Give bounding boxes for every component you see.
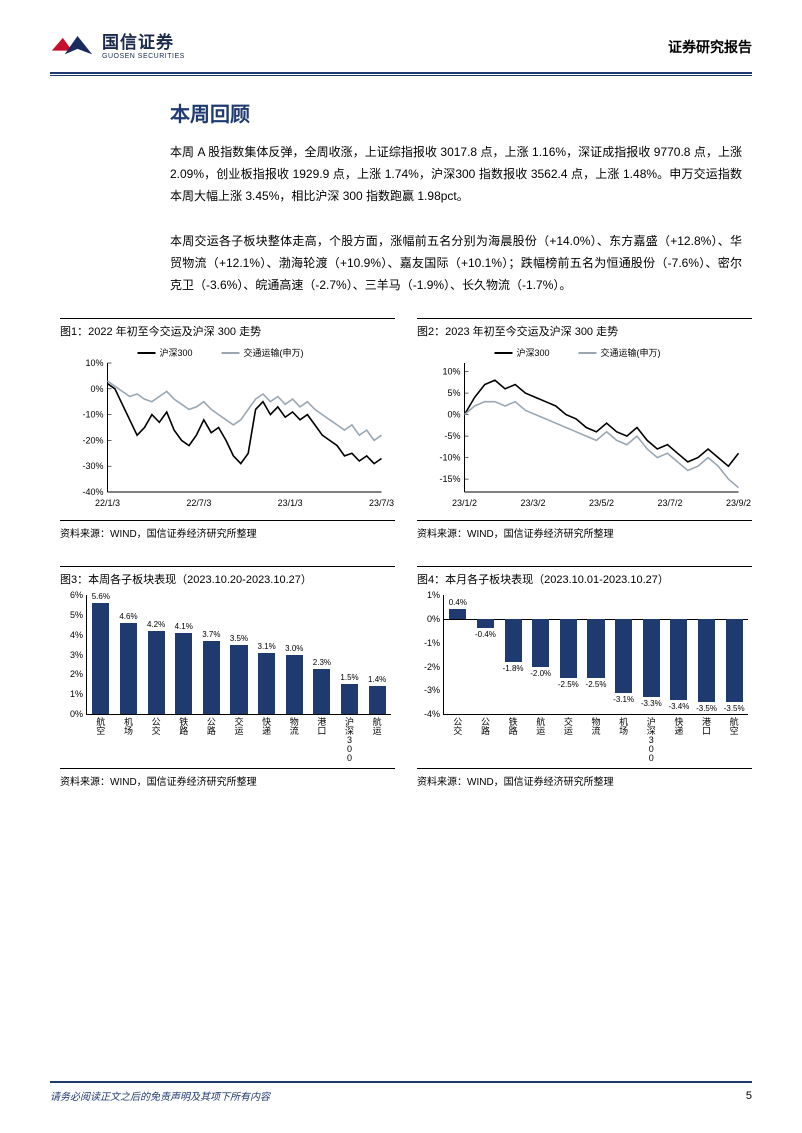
chart-2-plot: 沪深300 交通运输(申万) 10% 5% 0% -5% -10% -15% 23/1/2 23/… (417, 341, 752, 516)
section-title: 本周回顾 (170, 98, 742, 127)
page-number: 5 (746, 1090, 752, 1102)
svg-text:23/1/2: 23/1/2 (452, 498, 477, 508)
chart-1-plot: 沪深300 交通运输(申万) 10% 0% -10% -20% -30% -40%22/1/3… (60, 341, 395, 516)
svg-text:23/3/2: 23/3/2 (520, 498, 545, 508)
svg-text:-10%: -10% (439, 453, 460, 463)
svg-text:22/1/3: 22/1/3 (95, 498, 120, 508)
svg-text:5%: 5% (447, 388, 460, 398)
chart-4-caption: 图4：本月各子板块表现（2023.10.01-2023.10.27） (417, 566, 752, 587)
chart-4-source: 资料来源：WIND，国信证券经济研究所整理 (417, 768, 752, 788)
chart-4-plot: 1%0%-1%-2%-3%-4%0.4%公交-0.4%公路-1.8%铁路-2.0… (417, 589, 752, 764)
page-header: 国信证券 GUOSEN SECURITIES 证券研究报告 (0, 0, 802, 72)
svg-text:-15%: -15% (439, 474, 460, 484)
chart-3-source: 资料来源：WIND，国信证券经济研究所整理 (60, 768, 395, 788)
chart-2-caption: 图2：2023 年初至今交运及沪深 300 走势 (417, 318, 752, 339)
chart-3: 图3：本周各子板块表现（2023.10.20-2023.10.27） 6%5%4… (60, 566, 395, 788)
svg-text:-20%: -20% (82, 436, 103, 446)
svg-text:23/1/3: 23/1/3 (278, 498, 303, 508)
footer-disclaimer: 请务必阅读正文之后的免责声明及其项下所有内容 (50, 1088, 270, 1103)
svg-text:23/9/2: 23/9/2 (726, 498, 751, 508)
body-content: 本周回顾 本周 A 股指数集体反弹，全周收涨，上证综指报收 3017.8 点，上… (0, 76, 802, 296)
svg-text:0%: 0% (447, 410, 460, 420)
svg-text:10%: 10% (442, 367, 460, 377)
brand-name-cn: 国信证券 (102, 34, 185, 51)
svg-text:-40%: -40% (82, 487, 103, 497)
report-type-label: 证券研究报告 (668, 37, 752, 57)
chart-4: 图4：本月各子板块表现（2023.10.01-2023.10.27） 1%0%-… (417, 566, 752, 788)
svg-text:沪深300: 沪深300 (160, 347, 193, 358)
svg-text:10%: 10% (85, 358, 103, 368)
svg-text:交通运输(申万): 交通运输(申万) (601, 347, 661, 358)
brand-name-en: GUOSEN SECURITIES (102, 53, 185, 60)
chart-1-source: 资料来源：WIND，国信证券经济研究所整理 (60, 520, 395, 540)
svg-text:-10%: -10% (82, 410, 103, 420)
charts-row-2: 图3：本周各子板块表现（2023.10.20-2023.10.27） 6%5%4… (0, 566, 802, 788)
chart-2: 图2：2023 年初至今交运及沪深 300 走势 沪深300 交通运输(申万) 10… (417, 318, 752, 540)
chart-1-caption: 图1：2022 年初至今交运及沪深 300 走势 (60, 318, 395, 339)
page-footer: 请务必阅读正文之后的免责声明及其项下所有内容 5 (50, 1081, 752, 1103)
paragraph-1: 本周 A 股指数集体反弹，全周收涨，上证综指报收 3017.8 点，上涨 1.1… (170, 141, 742, 208)
chart-3-plot: 6%5%4%3%2%1%0%5.6%航空4.6%机场4.2%公交4.1%铁路3.… (60, 589, 395, 764)
svg-text:23/5/2: 23/5/2 (589, 498, 614, 508)
paragraph-2: 本周交运各子板块整体走高，个股方面，涨幅前五名分别为海晨股份（+14.0%）、东… (170, 230, 742, 297)
brand-logo: 国信证券 GUOSEN SECURITIES (50, 30, 185, 64)
svg-text:23/7/3: 23/7/3 (369, 498, 394, 508)
svg-text:23/7/2: 23/7/2 (657, 498, 682, 508)
svg-text:交通运输(申万): 交通运输(申万) (244, 347, 304, 358)
svg-text:-30%: -30% (82, 461, 103, 471)
svg-text:沪深300: 沪深300 (517, 347, 550, 358)
logo-icon (50, 30, 94, 64)
svg-text:-5%: -5% (444, 431, 460, 441)
svg-text:22/7/3: 22/7/3 (186, 498, 211, 508)
chart-2-source: 资料来源：WIND，国信证券经济研究所整理 (417, 520, 752, 540)
chart-3-caption: 图3：本周各子板块表现（2023.10.20-2023.10.27） (60, 566, 395, 587)
charts-row-1: 图1：2022 年初至今交运及沪深 300 走势 沪深300 交通运输(申万) 10… (0, 318, 802, 540)
svg-text:0%: 0% (90, 384, 103, 394)
chart-1: 图1：2022 年初至今交运及沪深 300 走势 沪深300 交通运输(申万) 10… (60, 318, 395, 540)
